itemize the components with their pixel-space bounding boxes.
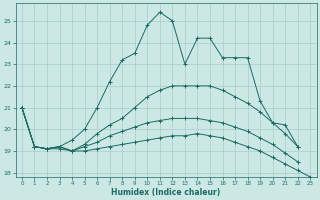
- X-axis label: Humidex (Indice chaleur): Humidex (Indice chaleur): [111, 188, 221, 197]
